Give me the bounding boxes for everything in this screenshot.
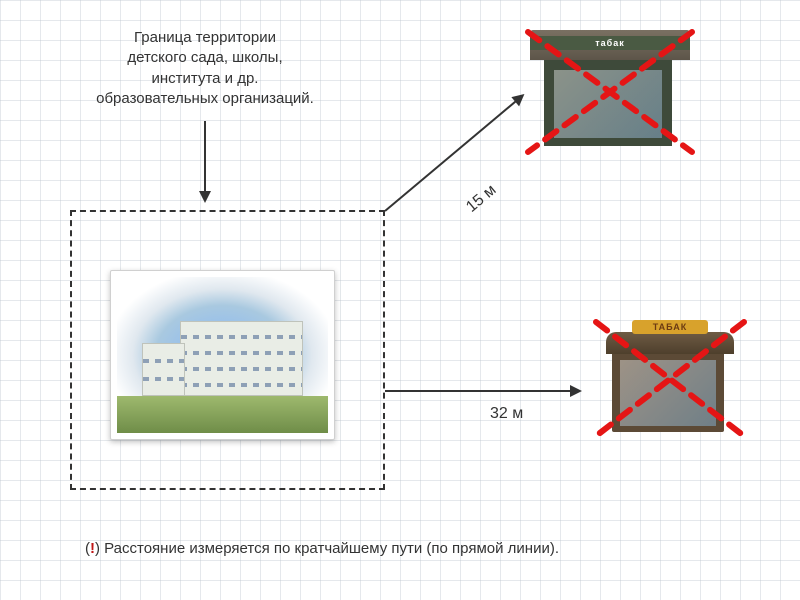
photo-building [180,321,302,396]
footnote: (!) Расстояние измеряется по кратчайшему… [85,540,559,557]
footnote-text: ) Расстояние измеряется по кратчайшему п… [95,540,559,557]
photo-building-wing [142,343,184,396]
top-caption-line: образовательных организаций. [70,89,340,109]
top-caption-line: Граница территории [70,28,340,48]
distance-32m: 32 м [490,405,523,423]
kiosk-top-x-icon [518,22,702,162]
arrow-right [385,390,580,392]
top-caption-line: института и др. [70,69,340,89]
school-photo-inner [117,277,328,433]
kiosk-bottom-x-icon [588,314,752,444]
photo-grass [117,396,328,433]
arrow-down [204,121,206,201]
top-caption: Граница территории детского сада, школы,… [70,28,340,109]
top-caption-line: детского сада, школы, [70,48,340,68]
kiosk-top: табак [530,30,690,150]
kiosk-bottom: ТАБАК [600,320,740,435]
school-photo [110,270,335,440]
